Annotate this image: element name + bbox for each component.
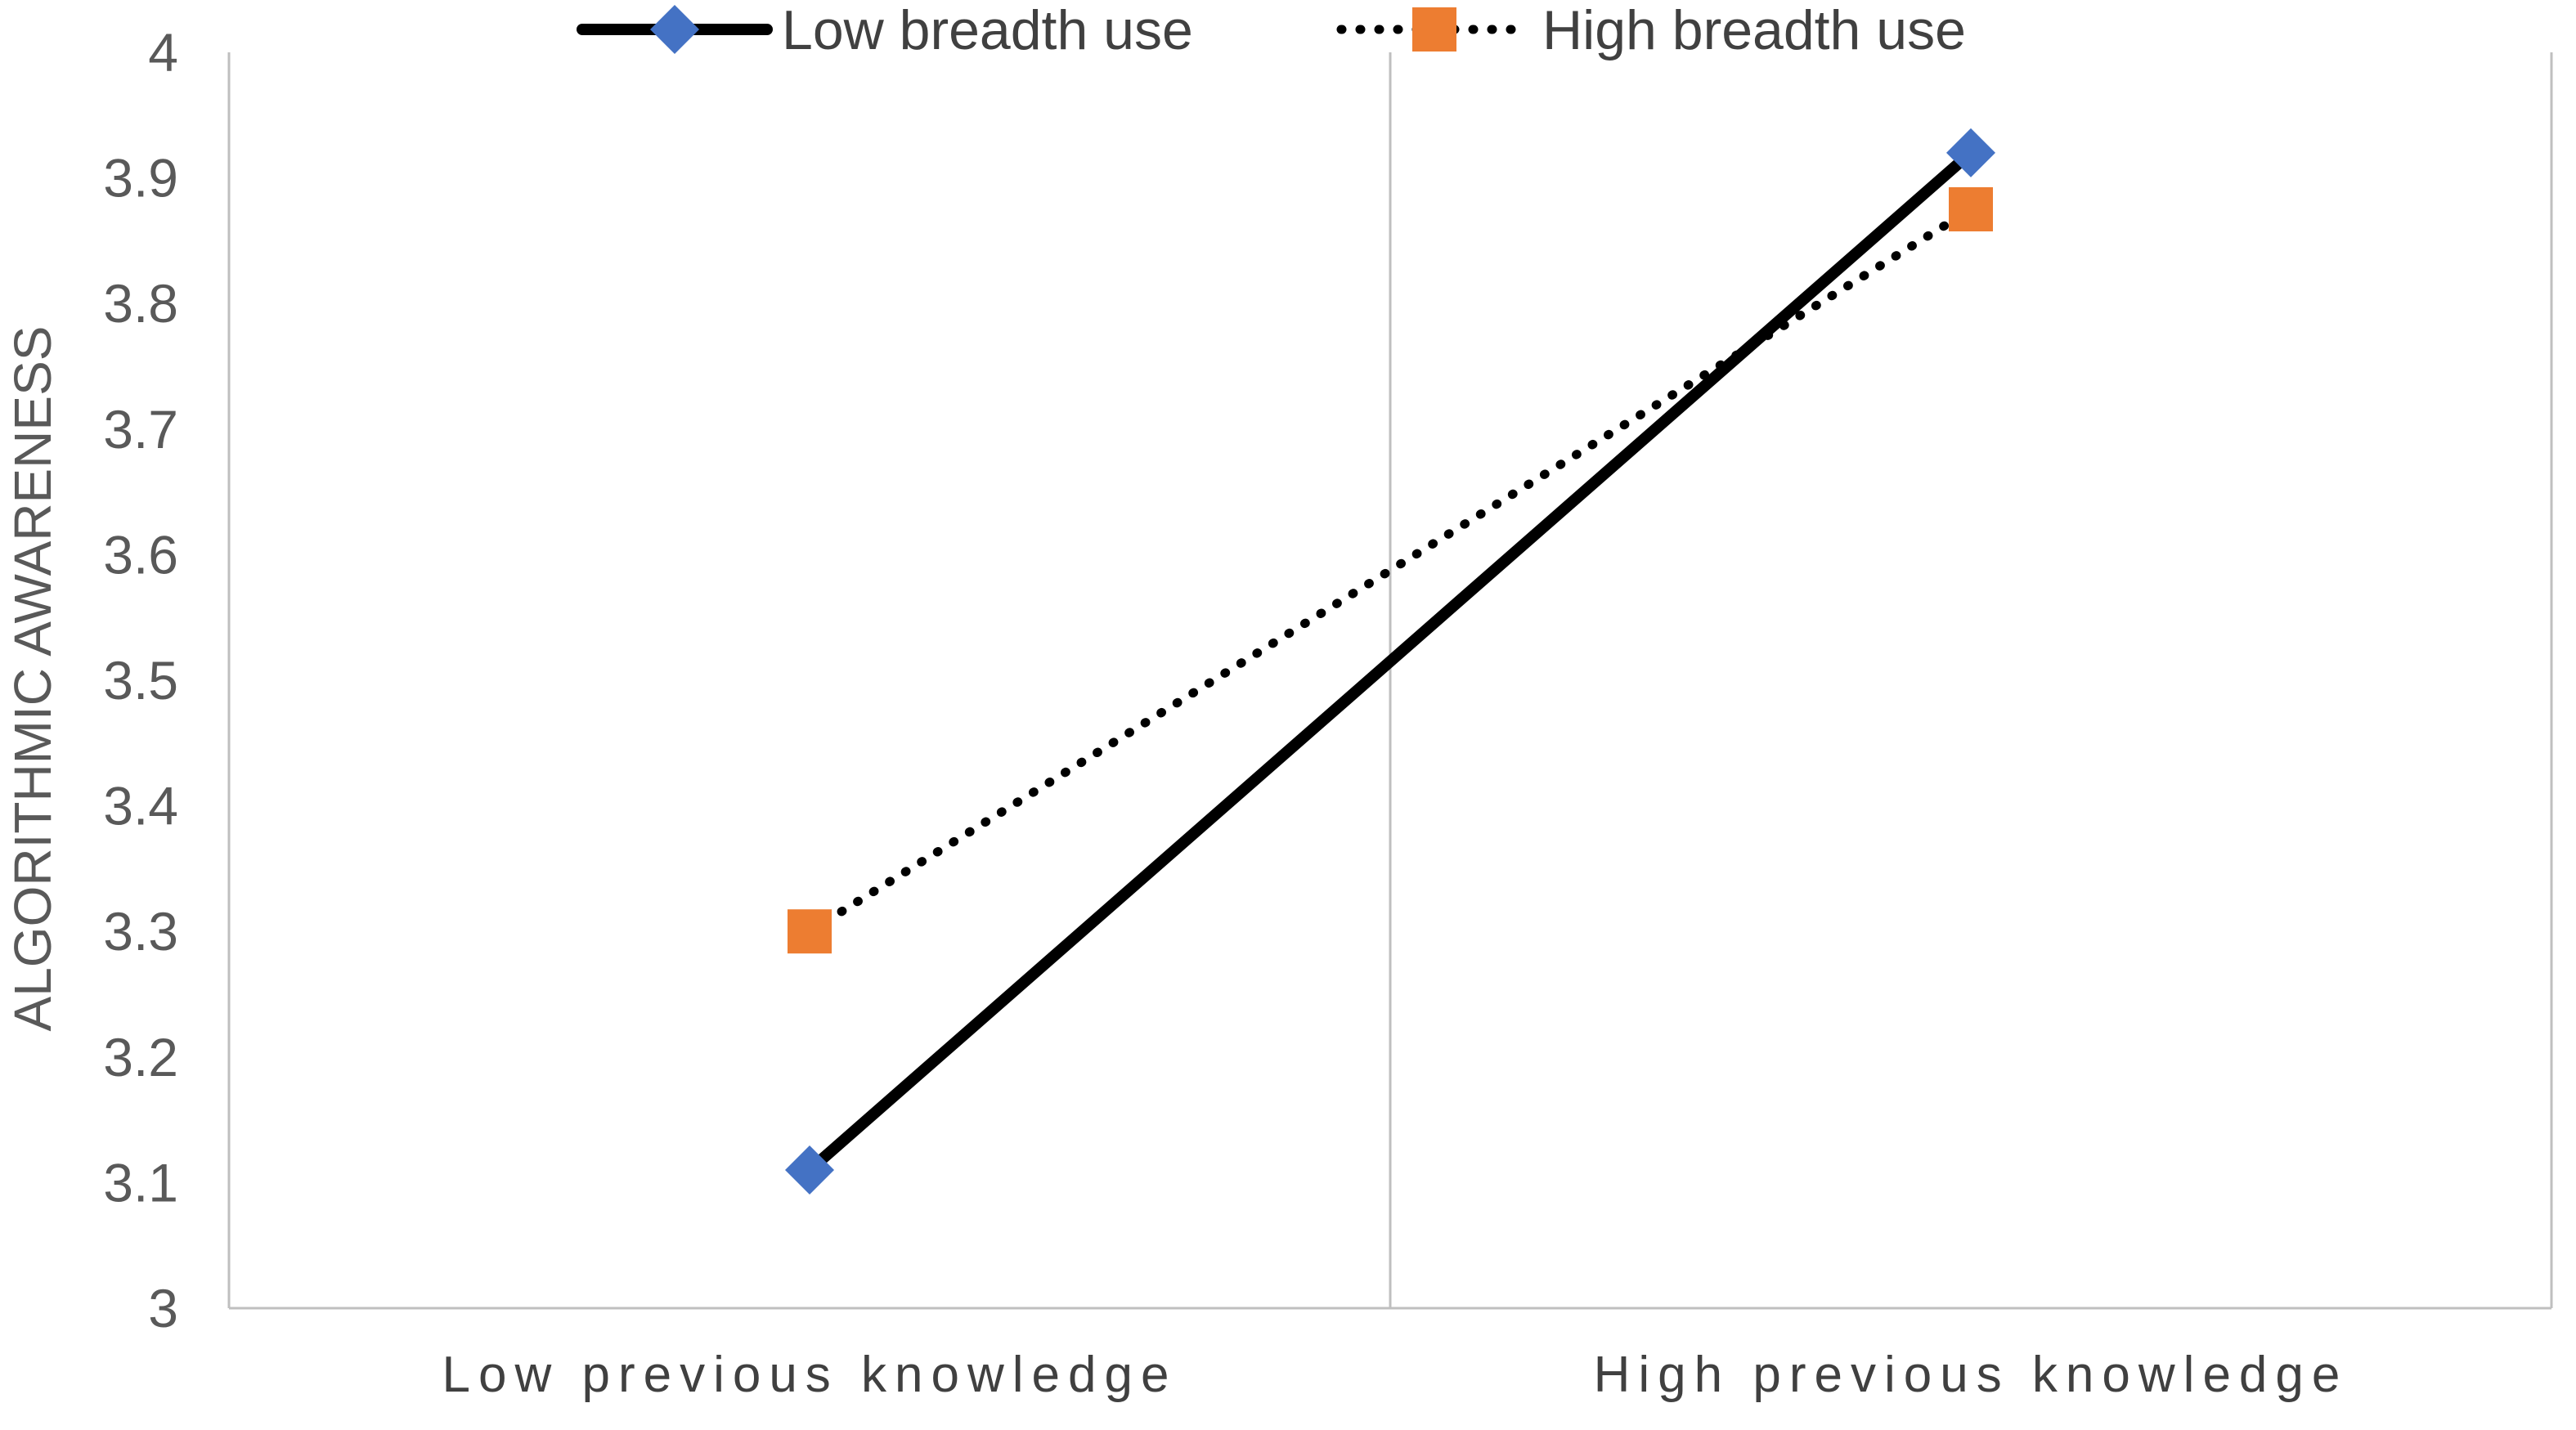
y-tick-label: 3.4 [103,776,178,836]
legend-marker [650,5,699,54]
series-0 [785,128,1995,1195]
y-tick-label: 3.3 [103,901,178,962]
axes [227,52,2553,1310]
data-point [1949,187,1993,231]
legend-marker [1412,7,1456,52]
x-category-label: Low previous knowledge [442,1347,1178,1403]
data-point [785,1145,834,1195]
y-tick-label: 3.5 [103,650,178,711]
y-tick-label: 3.9 [103,148,178,208]
y-tick-label: 3.8 [103,273,178,334]
legend-label: High breadth use [1542,0,1966,61]
data-point [788,909,832,954]
series-1 [788,187,1993,954]
series-line [804,146,1977,1177]
series-line [805,204,1976,936]
legend: Low breadth use High breadth use [577,0,1966,61]
y-tick-label: 3.6 [103,524,178,585]
y-tick-label: 3.2 [103,1027,178,1087]
y-tick-label: 3 [148,1278,178,1338]
data-point [1946,128,1995,177]
y-tick-labels: 3 3.1 3.2 3.3 3.4 3.5 3.6 3.7 3.8 3.9 4 [103,22,178,1338]
x-category-labels: Low previous knowledge High previous know… [442,1347,2349,1403]
y-axis-title: ALGORITHMIC AWARENESS [3,326,62,1032]
legend-item: Low breadth use [577,0,1193,61]
y-tick-label: 3.7 [103,399,178,459]
y-tick-label: 3.1 [103,1152,178,1213]
legend-item: High breadth use [1336,0,1966,61]
series-layer [785,128,1995,1195]
legend-label: Low breadth use [782,0,1193,61]
y-tick-label: 4 [148,22,178,83]
x-category-label: High previous knowledge [1594,1347,2349,1403]
